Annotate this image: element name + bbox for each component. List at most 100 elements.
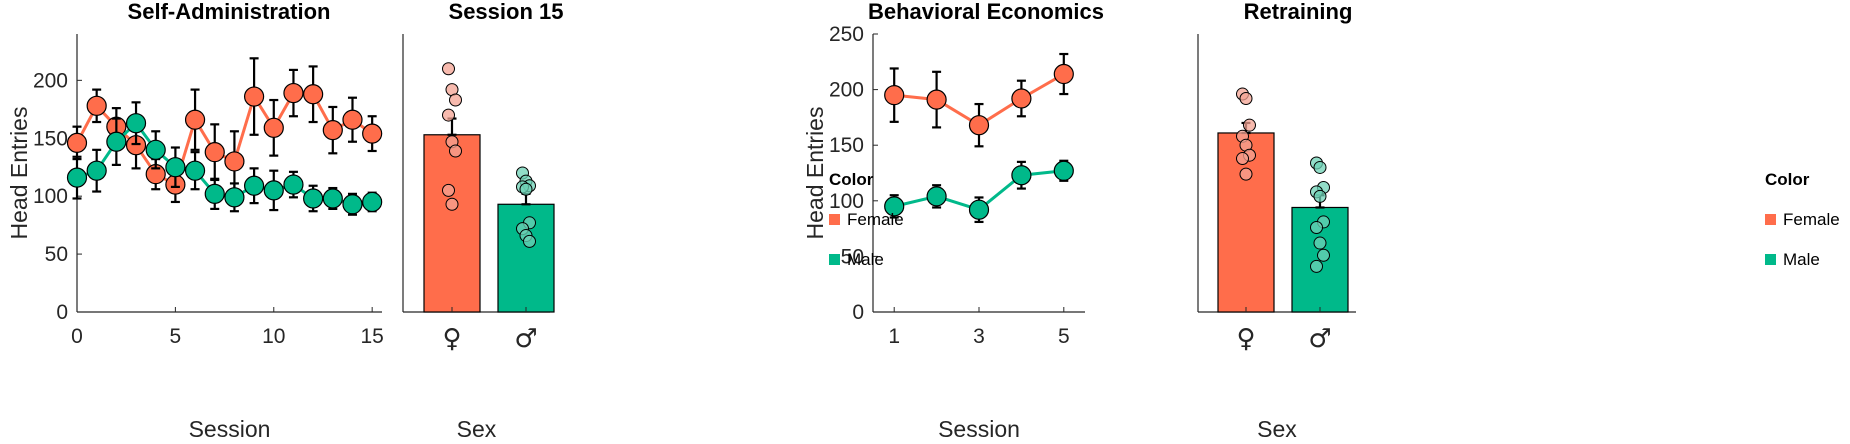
series-male — [884, 159, 1074, 224]
data-point-female — [263, 117, 284, 138]
data-point-female — [322, 120, 343, 141]
individual-point — [1310, 259, 1323, 273]
data-point-male — [342, 194, 363, 215]
data-point-female — [184, 109, 206, 130]
legend-label-female: Female — [847, 210, 904, 229]
individual-point — [442, 108, 455, 122]
series-male — [66, 101, 383, 216]
data-point-male — [184, 160, 206, 181]
data-point-male — [224, 187, 245, 208]
individual-point — [1313, 236, 1327, 250]
individual-point — [1243, 118, 1256, 132]
data-point-female — [283, 82, 304, 104]
x-tick-label-male-symbol: ♂ — [1308, 324, 1331, 354]
y-tick-label: 100 — [33, 185, 68, 208]
legend-swatch-female — [829, 214, 840, 225]
chart-title: Retraining — [1244, 0, 1353, 24]
x-tick-label-male-symbol: ♂ — [514, 324, 537, 354]
individual-point — [1317, 248, 1330, 262]
data-point-female — [66, 132, 88, 153]
color-legend-right: Color Female Male — [1765, 170, 1840, 269]
individual-point — [1239, 167, 1253, 181]
bar-group-male — [497, 166, 555, 313]
data-point-female — [884, 85, 905, 106]
bar-female — [423, 134, 481, 313]
y-axis-label: Head Entries — [802, 107, 828, 240]
x-tick-label-female-symbol: ♀ — [1236, 324, 1255, 354]
data-point-male — [165, 157, 186, 178]
data-point-female — [342, 109, 363, 130]
data-point-male — [66, 167, 88, 188]
legend-label-male: Male — [1783, 250, 1820, 269]
data-point-female — [968, 115, 990, 136]
x-tick-label: 5 — [1058, 325, 1070, 348]
individual-point — [449, 93, 462, 107]
data-point-male — [125, 113, 147, 134]
data-point-male — [1053, 160, 1074, 181]
bar-group-female — [423, 62, 481, 313]
series-female — [66, 57, 383, 204]
series-female — [884, 52, 1074, 148]
color-legend-left: Color Female Male — [829, 170, 904, 269]
x-tick-label-female-symbol: ♀ — [442, 324, 461, 354]
behavioral-economics-panel: Behavioral Economics 0 50 100 150 200 250 1 3 5 Se… — [802, 0, 1104, 442]
data-point-male — [926, 186, 947, 207]
legend-swatch-male — [1765, 254, 1776, 265]
individual-point — [1310, 220, 1323, 234]
y-axis-label: Head Entries — [6, 107, 32, 240]
data-point-male — [1011, 165, 1032, 186]
individual-point — [445, 197, 459, 211]
data-point-female — [243, 86, 265, 107]
legend-label-male: Male — [847, 250, 884, 269]
y-tick-label: 0 — [56, 301, 68, 324]
data-point-male — [362, 191, 383, 213]
x-tick-label: 1 — [888, 325, 900, 348]
data-point-female — [926, 89, 947, 110]
x-axis-label: Session — [189, 416, 271, 442]
data-point-male — [106, 131, 127, 152]
individual-point — [523, 234, 536, 248]
individual-point — [1313, 189, 1327, 203]
individual-point — [1236, 152, 1249, 166]
legend-label-female: Female — [1783, 210, 1840, 229]
individual-point — [1239, 91, 1253, 105]
y-tick-label: 150 — [829, 134, 864, 157]
data-point-male — [86, 160, 107, 181]
session-15-panel: Session 15 ♀ ♂ Sex — [402, 0, 564, 442]
individual-point — [1313, 160, 1327, 174]
data-point-male — [303, 188, 324, 209]
data-point-female — [204, 142, 225, 163]
y-tick-label: 50 — [45, 243, 68, 266]
legend-swatch-male — [829, 254, 840, 265]
individual-point — [449, 144, 462, 158]
y-tick-label: 50 — [841, 245, 864, 268]
x-tick-label: 3 — [973, 325, 985, 348]
data-point-male — [204, 183, 225, 204]
series-line-female — [75, 91, 374, 187]
legend-title: Color — [829, 170, 874, 189]
y-tick-label: 200 — [829, 79, 864, 102]
x-axis-label: Sex — [1257, 416, 1297, 442]
x-axis-label: Sex — [457, 416, 497, 442]
chart-title: Behavioral Economics — [868, 0, 1104, 24]
data-point-male — [243, 175, 265, 196]
self-administration-panel: Self-Administration 0 50 100 150 200 0 5 10 15 Ses… — [6, 0, 384, 442]
individual-point — [442, 62, 455, 76]
chart-title: Session 15 — [449, 0, 564, 24]
data-point-female — [1053, 63, 1074, 85]
data-point-female — [362, 123, 383, 144]
data-point-male — [145, 139, 166, 160]
data-point-male — [968, 199, 990, 220]
x-tick-label: 5 — [170, 325, 182, 348]
x-axis-label: Session — [938, 416, 1020, 442]
y-tick-label: 0 — [852, 301, 864, 324]
data-point-male — [322, 188, 343, 209]
data-point-male — [884, 196, 905, 217]
data-point-male — [283, 174, 304, 195]
y-tick-label: 250 — [829, 23, 864, 46]
individual-point — [442, 183, 455, 197]
y-tick-label: 150 — [33, 127, 68, 150]
y-tick-label: 200 — [33, 69, 68, 92]
data-point-female — [86, 95, 107, 116]
